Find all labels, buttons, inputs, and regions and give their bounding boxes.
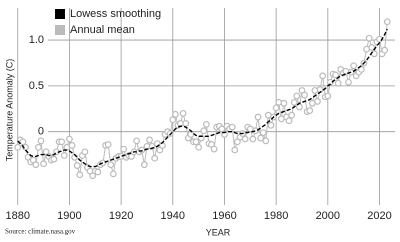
- data-point: [146, 136, 153, 144]
- data-point: [58, 138, 66, 146]
- data-point: [210, 145, 218, 153]
- legend-swatch: [55, 9, 65, 19]
- data-point: [381, 46, 389, 54]
- x-tick-label: 1920: [109, 210, 133, 222]
- data-point: [99, 159, 107, 167]
- data-point: [319, 72, 327, 80]
- data-point: [365, 34, 373, 42]
- data-point: [104, 141, 112, 148]
- grid: 1880 1900 1920 1940 1960 1980 2000 2020 0 0.5 1.0: [6, 8, 395, 222]
- data-point: [267, 121, 275, 129]
- data-point: [332, 71, 339, 79]
- legend: Lowess smoothing Annual mean: [55, 8, 161, 36]
- source: Source: climate.nasa.gov: [5, 228, 76, 236]
- data-point: [334, 79, 342, 87]
- y-tick-label: 1.0: [29, 34, 44, 46]
- data-point: [293, 92, 301, 100]
- data-point: [35, 143, 42, 151]
- x-tick-label: 1940: [161, 210, 185, 222]
- data-point: [257, 134, 265, 142]
- plot-area: [14, 18, 391, 180]
- data-point: [368, 44, 376, 51]
- y-tick-label: 0.5: [29, 80, 44, 92]
- x-tick-label: 2000: [316, 210, 340, 222]
- data-point: [285, 117, 293, 125]
- data-point: [73, 162, 81, 170]
- data-point: [358, 65, 365, 73]
- data-point: [290, 98, 298, 106]
- data-point: [182, 120, 190, 127]
- data-point: [195, 143, 203, 151]
- data-point: [40, 160, 47, 168]
- data-point: [37, 137, 45, 145]
- data-point: [120, 145, 128, 153]
- data-point: [200, 127, 208, 135]
- data-point: [192, 138, 200, 146]
- data-point: [254, 113, 262, 121]
- legend-label: Lowess smoothing: [70, 8, 161, 20]
- data-point: [249, 135, 257, 143]
- x-axis-title: YEAR: [206, 227, 231, 237]
- data-point: [169, 116, 177, 124]
- x-tick-label: 1880: [6, 210, 30, 222]
- y-tick-label: 0: [38, 126, 44, 138]
- data-point: [259, 129, 267, 137]
- data-point: [138, 146, 146, 154]
- legend-label: Annual mean: [70, 24, 135, 36]
- data-point: [19, 138, 27, 146]
- data-point: [301, 91, 308, 99]
- data-point: [60, 152, 68, 159]
- x-tick-label: 1900: [57, 210, 81, 222]
- data-point: [280, 99, 288, 107]
- data-point: [66, 135, 73, 143]
- data-point: [350, 62, 358, 70]
- x-tick-label: 2020: [367, 210, 391, 222]
- data-point: [272, 104, 280, 112]
- series-line: [17, 28, 388, 168]
- data-point: [50, 155, 58, 163]
- data-point: [324, 92, 332, 100]
- data-point: [76, 171, 84, 179]
- data-point: [81, 148, 89, 156]
- x-tick-label: 1980: [264, 210, 288, 222]
- data-point: [288, 111, 296, 119]
- data-point: [179, 109, 187, 117]
- data-point: [68, 142, 76, 149]
- data-point: [241, 135, 249, 143]
- data-point: [306, 107, 314, 115]
- y-axis-title: Temperature Anomaly (C): [4, 59, 14, 162]
- series-line: [17, 21, 388, 177]
- data-point: [252, 127, 259, 135]
- data-point: [109, 170, 117, 178]
- data-point: [187, 131, 195, 138]
- data-point: [218, 125, 226, 133]
- data-point: [171, 110, 179, 118]
- data-point: [133, 137, 141, 145]
- data-point: [314, 98, 321, 105]
- legend-swatch: [55, 25, 65, 35]
- data-point: [107, 161, 115, 169]
- data-point: [228, 123, 236, 131]
- data-point: [202, 120, 210, 128]
- data-point: [231, 146, 239, 154]
- data-point: [151, 154, 159, 162]
- data-point: [295, 103, 303, 111]
- data-point: [383, 18, 391, 26]
- data-point: [14, 143, 22, 151]
- data-point: [262, 137, 270, 145]
- x-tick-label: 1960: [212, 210, 236, 222]
- data-point: [327, 78, 334, 86]
- data-point: [345, 78, 352, 86]
- data-point: [140, 161, 148, 169]
- data-point: [94, 168, 102, 176]
- data-point: [32, 161, 40, 169]
